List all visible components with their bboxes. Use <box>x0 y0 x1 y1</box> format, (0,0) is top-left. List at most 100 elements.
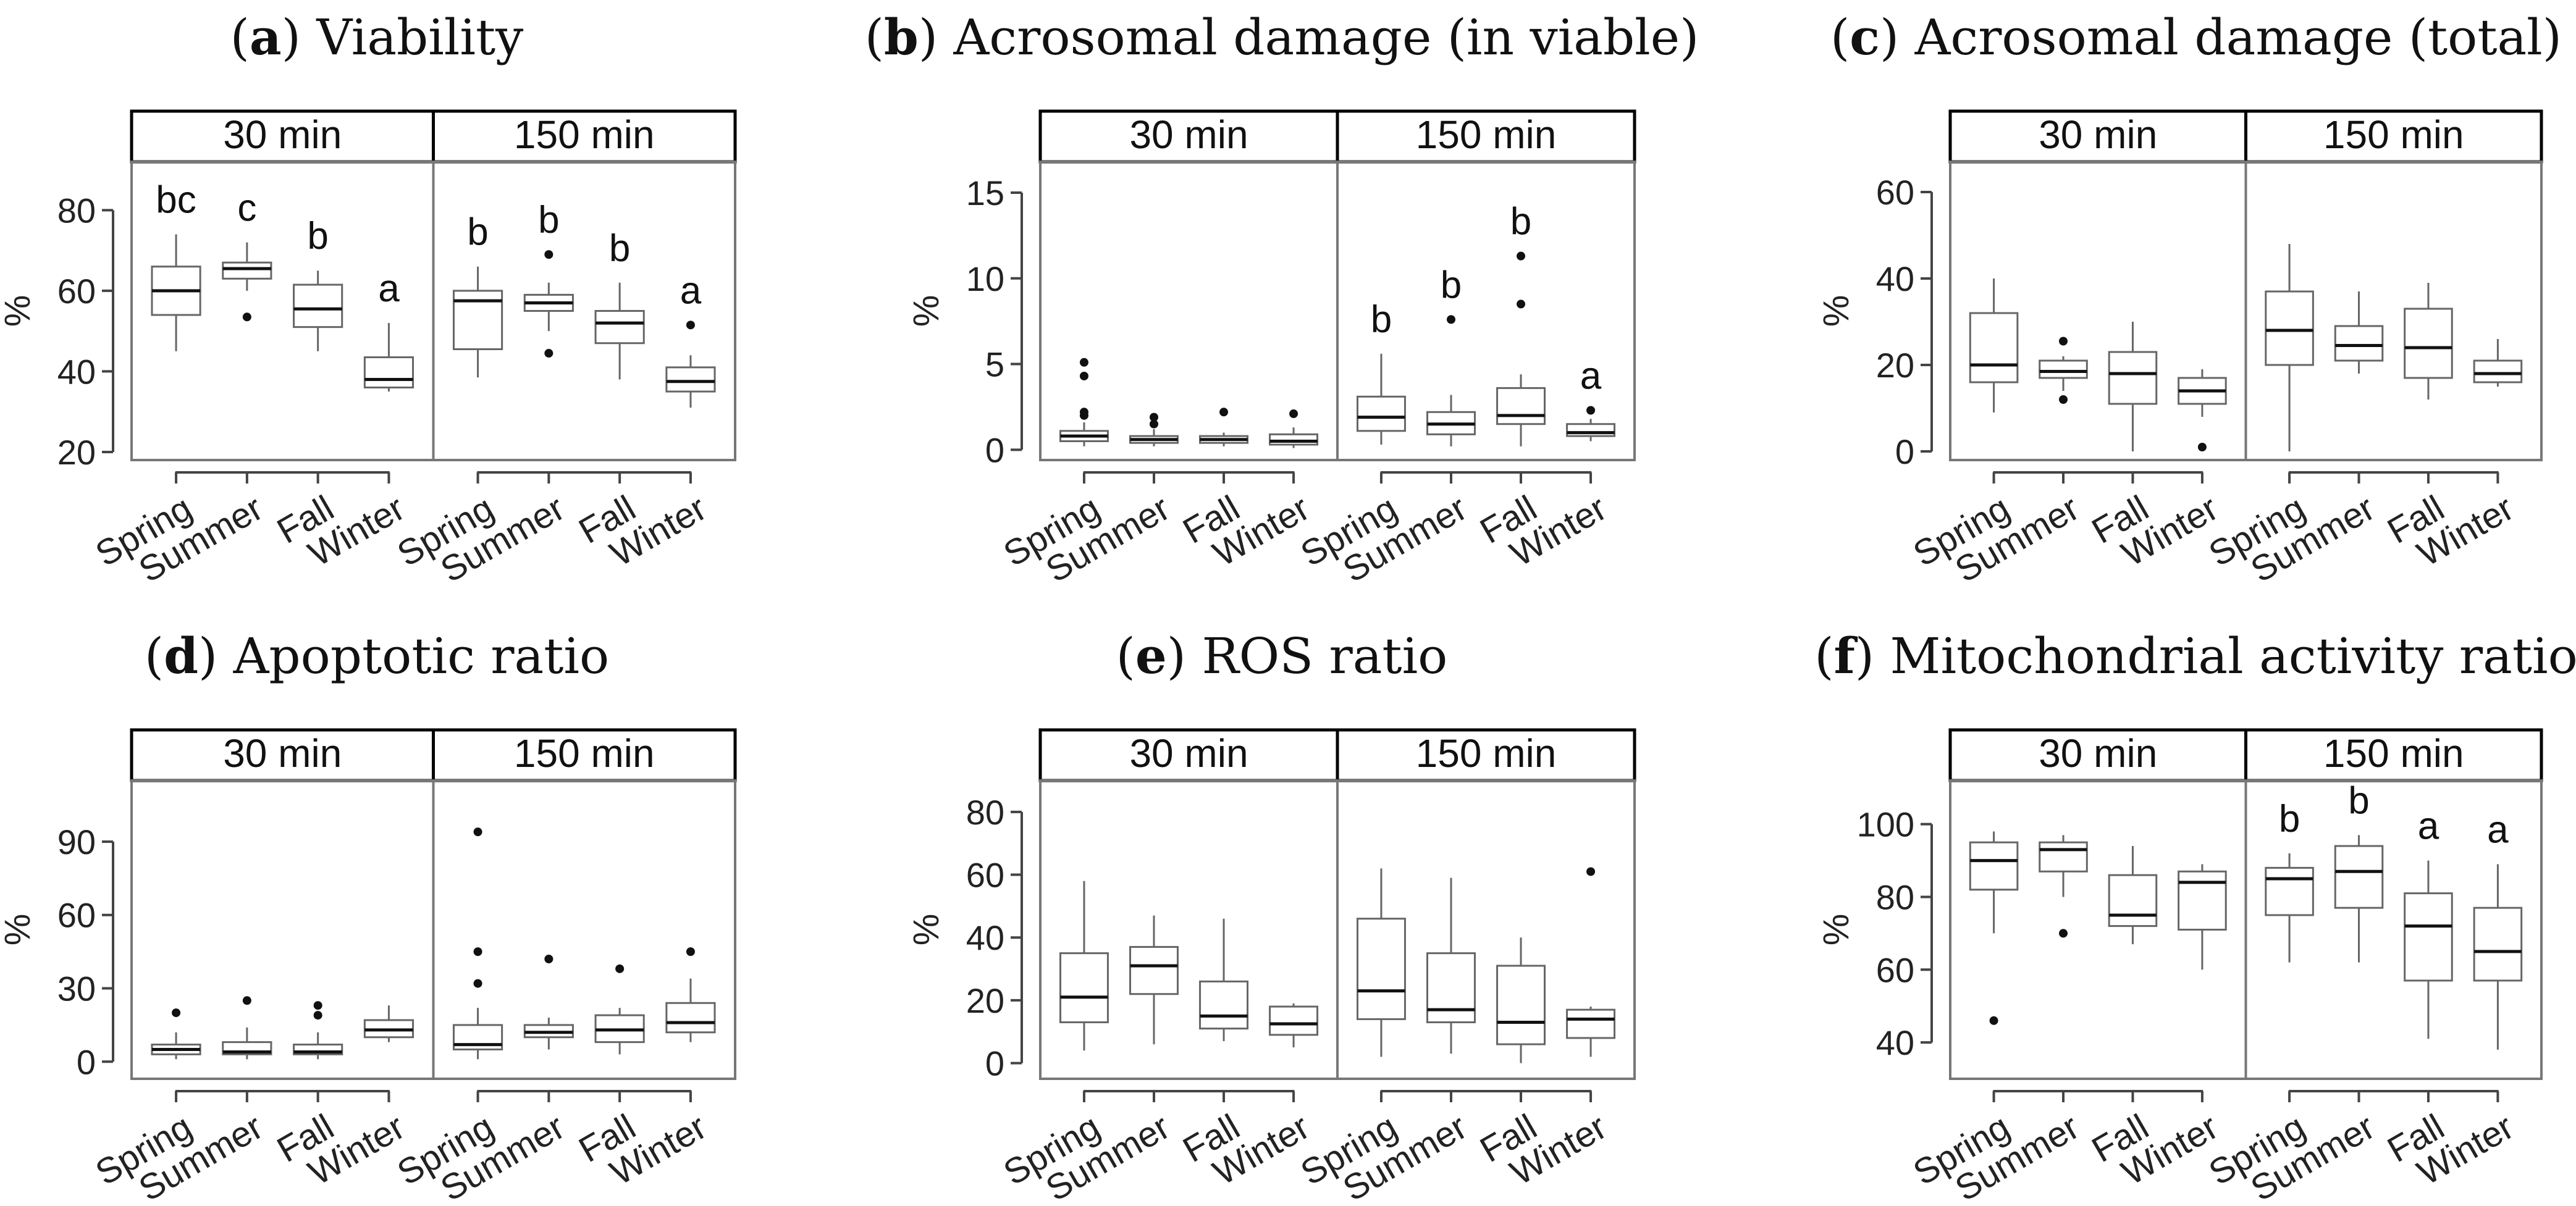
significance-letter: b <box>2348 779 2369 822</box>
outlier-point <box>2197 443 2207 451</box>
panel-title-text: ROS ratio <box>1202 627 1447 685</box>
box-iqr <box>1496 387 1546 425</box>
panel-title-text: Apoptotic ratio <box>233 627 609 685</box>
box-summer <box>1426 877 1476 1054</box>
box-iqr <box>2178 870 2227 931</box>
box-summer <box>2039 337 2088 404</box>
panel-paren-close: ) <box>282 9 317 66</box>
box-fall: b <box>293 215 343 351</box>
box-iqr <box>2334 325 2384 362</box>
box-iqr <box>1129 945 1179 995</box>
y-tick-label: 15 <box>966 174 1004 212</box>
box-spring <box>1059 358 1109 446</box>
outlier-point <box>313 1001 322 1010</box>
box-fall: b <box>1496 201 1546 446</box>
panel-letter: e <box>1135 627 1167 685</box>
box-iqr <box>2404 892 2453 982</box>
y-tick-label: 20 <box>966 981 1004 1020</box>
box-winter <box>665 947 716 1042</box>
significance-letter: a <box>680 269 702 312</box>
box-iqr <box>2404 308 2453 379</box>
facet-strip <box>130 728 435 782</box>
outlier-point <box>313 1011 322 1020</box>
outlier-point <box>1517 251 1526 261</box>
significance-letter: bc <box>156 178 196 221</box>
outlier-point <box>544 250 554 259</box>
box-iqr <box>1269 433 1319 446</box>
facet-strip <box>1336 109 1636 164</box>
facet-label: 150 min <box>1416 112 1557 157</box>
facet-strip <box>432 728 737 782</box>
box-fall <box>2404 283 2453 400</box>
box-iqr <box>2265 866 2314 916</box>
outlier-point <box>1517 299 1526 309</box>
box-iqr <box>1969 841 2019 891</box>
facet-label: 150 min <box>1416 731 1557 776</box>
facet-label: 30 min <box>2039 112 2157 157</box>
panel-letter: c <box>1850 8 1880 66</box>
box-winter: a <box>665 269 716 408</box>
box-iqr <box>1566 1008 1616 1039</box>
box-summer: b <box>2334 779 2384 963</box>
significance-letter: b <box>1510 201 1531 243</box>
box-summer <box>523 955 574 1050</box>
outlier-point <box>473 979 482 988</box>
panel-paren-open: ( <box>1814 627 1833 685</box>
box-spring: b <box>452 211 503 378</box>
box-summer <box>1129 915 1179 1045</box>
y-tick-label: 60 <box>966 856 1004 895</box>
box-fall <box>2108 846 2158 945</box>
y-tick-label: 60 <box>1876 173 1914 212</box>
outlier-point <box>1289 409 1299 419</box>
significance-letter: b <box>538 199 559 241</box>
outlier-point <box>242 312 251 322</box>
significance-letter: b <box>2279 798 2300 840</box>
outlier-point <box>1586 867 1596 876</box>
panel-title: (c) Acrosomal damage (total) <box>1830 8 2562 66</box>
panel-paren-open: ( <box>230 9 250 66</box>
outlier-point <box>544 955 554 964</box>
panel-title-text: Acrosomal damage (total) <box>1914 9 2562 66</box>
box-spring: bc <box>151 178 201 351</box>
box-summer <box>2039 835 2088 938</box>
outlier-point <box>2059 929 2068 938</box>
box-summer <box>2334 291 2384 374</box>
box-iqr <box>1356 395 1406 432</box>
outlier-point <box>1989 1016 1998 1025</box>
facet-label: 30 min <box>2039 731 2157 776</box>
facet-strip <box>130 109 435 164</box>
box-spring: b <box>1356 298 1406 445</box>
box-winter: a <box>363 267 415 392</box>
y-tick-label: 40 <box>966 918 1004 957</box>
outlier-point <box>686 320 695 330</box>
box-iqr <box>2108 351 2158 405</box>
y-tick-label: 40 <box>1876 259 1914 298</box>
facet-strip <box>1038 109 1339 164</box>
panel-letter: d <box>164 627 198 685</box>
box-iqr <box>293 283 343 329</box>
box-iqr <box>2265 290 2314 366</box>
facet-label: 150 min <box>2323 731 2464 776</box>
facet-strip <box>1336 728 1636 782</box>
box-fall <box>594 964 645 1055</box>
box-iqr <box>1969 312 2019 383</box>
facet-frame <box>2244 161 2543 461</box>
box-iqr <box>2334 845 2384 909</box>
y-tick-label: 0 <box>1895 432 1914 471</box>
y-axis-label: % <box>1816 295 1856 327</box>
outlier-point <box>1079 371 1088 380</box>
box-iqr <box>594 310 645 345</box>
box-summer <box>1129 412 1179 446</box>
outlier-point <box>473 827 482 837</box>
y-tick-label: 0 <box>985 430 1004 469</box>
panel-paren-open: ( <box>145 627 164 685</box>
box-iqr <box>1356 918 1406 1020</box>
panel-title-text: Mitochondrial activity ratio <box>1890 627 2576 685</box>
significance-letter: a <box>2487 808 2509 851</box>
box-winter <box>2178 864 2227 970</box>
box-iqr <box>665 366 716 393</box>
box-fall <box>2108 322 2158 451</box>
box-iqr <box>1496 965 1546 1045</box>
y-axis-label: % <box>906 914 946 946</box>
